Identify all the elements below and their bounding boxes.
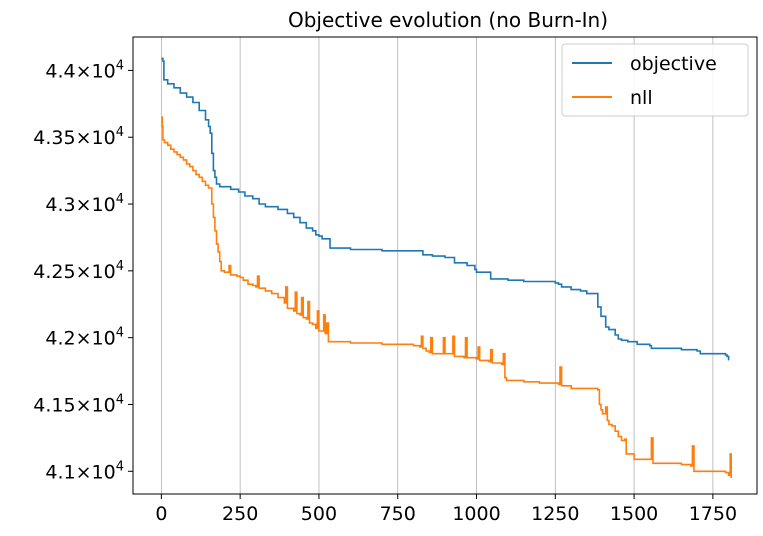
y-tick-label: 4.1×104	[45, 459, 124, 483]
x-tick-label: 250	[222, 503, 258, 525]
y-tick-mantissa: 4.35	[33, 127, 75, 149]
y-tick-multiplier: ×10	[76, 394, 116, 416]
x-tick-label: 1250	[531, 503, 579, 525]
y-tick-label: 4.3×104	[45, 192, 124, 216]
y-tick-exponent: 4	[116, 58, 124, 73]
y-tick-multiplier: ×10	[76, 261, 116, 283]
y-tick-mantissa: 4.4	[45, 60, 75, 82]
x-tick-label: 1000	[452, 503, 500, 525]
chart-title: Objective evolution (no Burn-In)	[288, 8, 608, 32]
y-tick-exponent: 4	[116, 326, 124, 341]
y-tick-multiplier: ×10	[76, 194, 116, 216]
y-tick-label: 4.35×104	[33, 125, 124, 149]
plot-frame	[132, 36, 758, 495]
y-tick-mantissa: 4.1	[45, 461, 75, 483]
y-tick-exponent: 4	[116, 459, 124, 474]
legend-label-objective: objective	[630, 53, 717, 75]
x-tick-label: 500	[301, 503, 337, 525]
y-axis: 4.1×1044.15×1044.2×1044.25×1044.3×1044.3…	[33, 58, 133, 483]
x-tick-label: 0	[155, 503, 167, 525]
series-line-nll	[161, 116, 732, 478]
y-tick-exponent: 4	[116, 192, 124, 207]
legend-label-nll: nll	[630, 87, 653, 109]
y-tick-multiplier: ×10	[76, 461, 116, 483]
y-tick-exponent: 4	[116, 125, 124, 140]
y-tick-mantissa: 4.15	[33, 394, 75, 416]
x-tick-label: 1750	[689, 503, 737, 525]
legend: objective nll	[561, 43, 749, 117]
y-tick-multiplier: ×10	[76, 127, 116, 149]
x-axis: 0 250 500 750 1000 1250 1500 1750	[155, 494, 737, 525]
x-tick-label: 1500	[610, 503, 658, 525]
y-tick-label: 4.4×104	[45, 58, 124, 82]
y-tick-mantissa: 4.2	[45, 328, 75, 350]
y-tick-mantissa: 4.25	[33, 261, 75, 283]
x-tick-label: 750	[380, 503, 416, 525]
series-lines	[161, 57, 732, 478]
y-tick-exponent: 4	[116, 392, 124, 407]
y-tick-label: 4.2×104	[45, 326, 124, 350]
y-tick-multiplier: ×10	[76, 328, 116, 350]
series-line-objective	[161, 57, 730, 361]
y-tick-multiplier: ×10	[76, 60, 116, 82]
y-tick-label: 4.25×104	[33, 259, 124, 283]
y-tick-exponent: 4	[116, 259, 124, 274]
y-tick-label: 4.15×104	[33, 392, 124, 416]
y-tick-mantissa: 4.3	[45, 194, 75, 216]
